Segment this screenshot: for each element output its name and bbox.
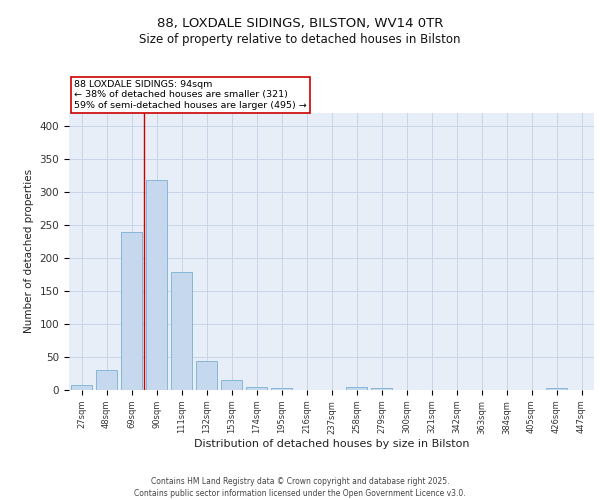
X-axis label: Distribution of detached houses by size in Bilston: Distribution of detached houses by size … — [194, 440, 469, 450]
Bar — [271, 388, 292, 390]
Bar — [171, 272, 192, 390]
Bar — [546, 388, 567, 390]
Y-axis label: Number of detached properties: Number of detached properties — [24, 169, 34, 334]
Bar — [146, 180, 167, 390]
Text: Contains HM Land Registry data © Crown copyright and database right 2025.
Contai: Contains HM Land Registry data © Crown c… — [134, 476, 466, 498]
Bar — [221, 380, 242, 390]
Bar — [71, 386, 92, 390]
Bar — [246, 386, 267, 390]
Text: 88 LOXDALE SIDINGS: 94sqm
← 38% of detached houses are smaller (321)
59% of semi: 88 LOXDALE SIDINGS: 94sqm ← 38% of detac… — [74, 80, 307, 110]
Text: Size of property relative to detached houses in Bilston: Size of property relative to detached ho… — [139, 32, 461, 46]
Bar — [371, 388, 392, 390]
Text: 88, LOXDALE SIDINGS, BILSTON, WV14 0TR: 88, LOXDALE SIDINGS, BILSTON, WV14 0TR — [157, 18, 443, 30]
Bar — [196, 361, 217, 390]
Bar — [96, 370, 117, 390]
Bar — [346, 386, 367, 390]
Bar — [121, 232, 142, 390]
